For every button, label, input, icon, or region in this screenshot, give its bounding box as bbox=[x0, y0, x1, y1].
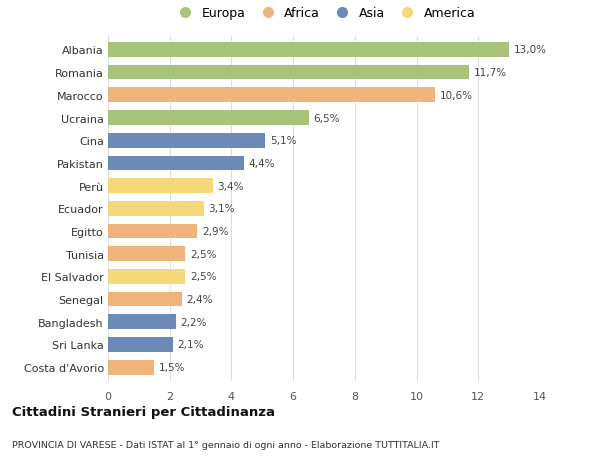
Text: 3,1%: 3,1% bbox=[208, 204, 235, 214]
Text: 3,4%: 3,4% bbox=[218, 181, 244, 191]
Text: 10,6%: 10,6% bbox=[440, 90, 473, 101]
Text: 2,2%: 2,2% bbox=[181, 317, 207, 327]
Legend: Europa, Africa, Asia, America: Europa, Africa, Asia, America bbox=[169, 3, 479, 23]
Bar bbox=[108, 43, 509, 58]
Bar bbox=[108, 111, 308, 126]
Text: 2,1%: 2,1% bbox=[178, 340, 204, 350]
Bar bbox=[108, 292, 182, 307]
Bar bbox=[108, 224, 197, 239]
Bar bbox=[108, 88, 435, 103]
Text: 2,9%: 2,9% bbox=[202, 226, 229, 236]
Text: 5,1%: 5,1% bbox=[270, 136, 296, 146]
Text: Cittadini Stranieri per Cittadinanza: Cittadini Stranieri per Cittadinanza bbox=[12, 405, 275, 419]
Bar bbox=[108, 337, 173, 352]
Text: PROVINCIA DI VARESE - Dati ISTAT al 1° gennaio di ogni anno - Elaborazione TUTTI: PROVINCIA DI VARESE - Dati ISTAT al 1° g… bbox=[12, 441, 439, 449]
Bar bbox=[108, 315, 176, 330]
Bar bbox=[108, 66, 469, 80]
Text: 2,4%: 2,4% bbox=[187, 294, 213, 304]
Text: 11,7%: 11,7% bbox=[473, 68, 507, 78]
Text: 4,4%: 4,4% bbox=[248, 158, 275, 168]
Bar bbox=[108, 202, 203, 216]
Text: 1,5%: 1,5% bbox=[159, 363, 185, 372]
Text: 6,5%: 6,5% bbox=[313, 113, 340, 123]
Bar bbox=[108, 156, 244, 171]
Text: 13,0%: 13,0% bbox=[514, 45, 547, 55]
Bar bbox=[108, 269, 185, 284]
Text: 2,5%: 2,5% bbox=[190, 272, 216, 282]
Bar bbox=[108, 247, 185, 262]
Bar bbox=[108, 134, 265, 148]
Bar bbox=[108, 360, 154, 375]
Bar bbox=[108, 179, 213, 194]
Text: 2,5%: 2,5% bbox=[190, 249, 216, 259]
